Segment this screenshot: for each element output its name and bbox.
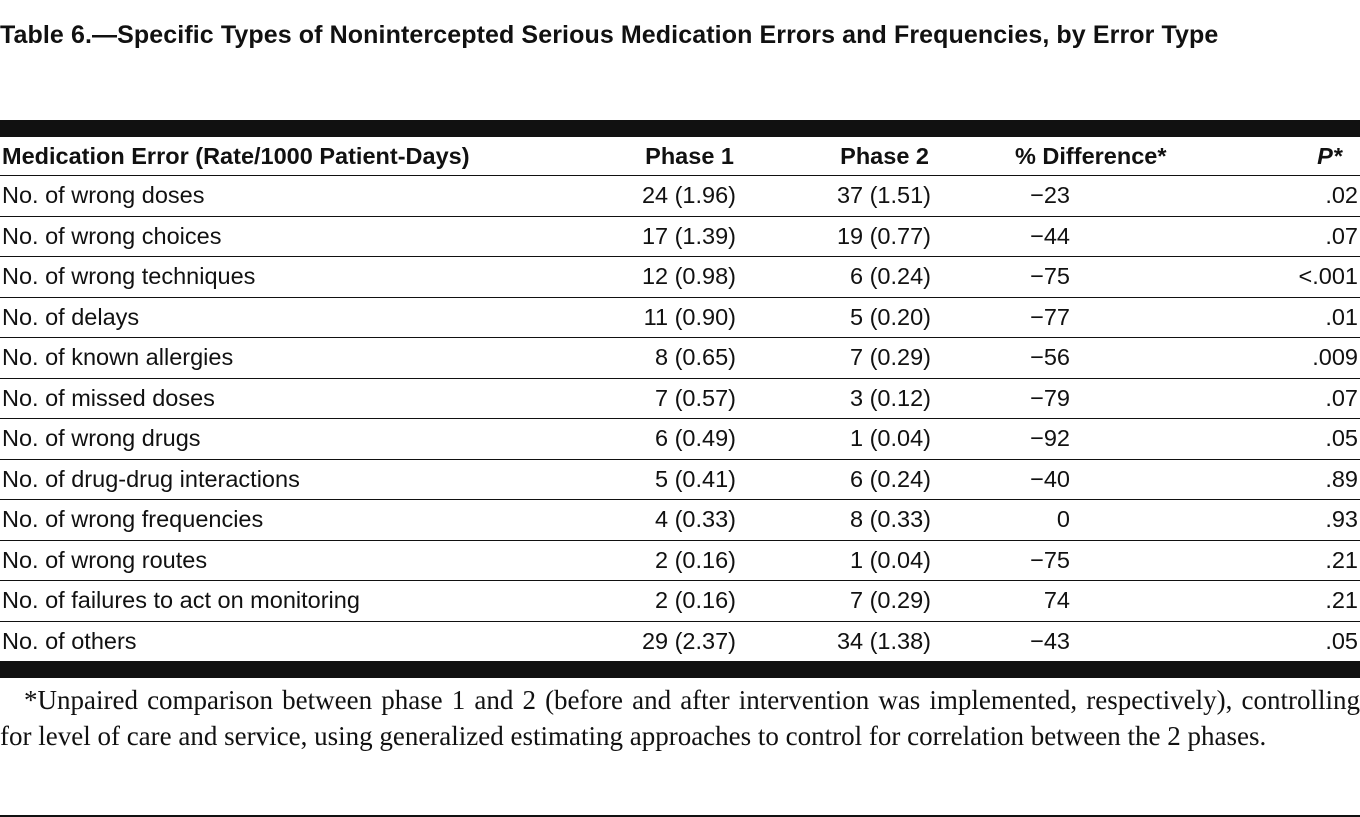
cell-phase-1: 24 (1.96) bbox=[560, 175, 740, 217]
header-medication-error: Medication Error (Rate/1000 Patient-Days… bbox=[0, 137, 560, 176]
cell-phase-1: 17 (1.39) bbox=[560, 216, 740, 257]
cell-phase-1: 11 (0.90) bbox=[560, 297, 740, 338]
cell-medication-error: No. of wrong techniques bbox=[0, 256, 560, 298]
cell-phase-2: 3 (0.12) bbox=[740, 378, 935, 419]
cell-p-value: .21 bbox=[1135, 580, 1360, 622]
cell-phase-2: 37 (1.51) bbox=[740, 175, 935, 217]
cell-percent-difference: −75 bbox=[935, 540, 1135, 581]
cell-medication-error: No. of delays bbox=[0, 297, 560, 338]
table-top-rule bbox=[0, 120, 1360, 137]
table-footnote: *Unpaired comparison between phase 1 and… bbox=[0, 685, 1360, 751]
table-row: No. of drug-drug interactions 5 (0.41) 6 (… bbox=[0, 459, 1360, 500]
cell-p-value: .01 bbox=[1135, 297, 1360, 338]
cell-percent-difference: 0 bbox=[935, 499, 1135, 541]
cell-percent-difference: −92 bbox=[935, 418, 1135, 460]
table-row: No. of wrong routes 2 (0.16) 1 (0.04) −75.2… bbox=[0, 540, 1360, 581]
table-row: No. of known allergies 8 (0.65) 7 (0.29) −5… bbox=[0, 337, 1360, 379]
cell-phase-1: 5 (0.41) bbox=[560, 459, 740, 500]
cell-phase-1: 4 (0.33) bbox=[560, 499, 740, 541]
table-row: No. of failures to act on monitoring 2 (0… bbox=[0, 580, 1360, 622]
cell-medication-error: No. of wrong routes bbox=[0, 540, 560, 581]
page-bottom-rule bbox=[0, 815, 1360, 817]
cell-medication-error: No. of others bbox=[2, 627, 137, 654]
table-row: No. of wrong drugs 6 (0.49) 1 (0.04) −92.05 bbox=[0, 418, 1360, 460]
cell-p-value: .05 bbox=[1325, 627, 1358, 654]
header-p-value: P* bbox=[1135, 137, 1360, 176]
cell-percent-difference: −75 bbox=[935, 256, 1135, 298]
cell-phase-1: 8 (0.65) bbox=[560, 337, 740, 379]
cell-phase-2: 1 (0.04) bbox=[740, 540, 935, 581]
cell-percent-difference: −79 bbox=[935, 378, 1135, 419]
cell-p-value: .07 bbox=[1135, 378, 1360, 419]
header-percent-difference: % Difference* bbox=[935, 137, 1167, 176]
cell-percent-difference: −43 bbox=[1030, 627, 1070, 654]
cell-percent-difference: 74 bbox=[935, 580, 1135, 622]
cell-phase-1: 7 (0.57) bbox=[560, 378, 740, 419]
table-bottom-rule bbox=[0, 661, 1360, 678]
cell-medication-error: No. of drug-drug interactions bbox=[0, 459, 560, 500]
cell-phase-1: 29 (2.37) bbox=[641, 627, 736, 654]
cell-phase-2: 5 (0.20) bbox=[740, 297, 935, 338]
table-row: No. of delays 11 (0.90) 5 (0.20) −77.01 bbox=[0, 297, 1360, 338]
cell-medication-error: No. of wrong frequencies bbox=[0, 499, 560, 541]
table-caption: Table 6.—Specific Types of Nonintercepte… bbox=[0, 21, 1219, 49]
table-row: No. of missed doses 7 (0.57) 3 (0.12) −79.0… bbox=[0, 378, 1360, 419]
cell-medication-error: No. of failures to act on monitoring bbox=[0, 580, 560, 622]
cell-p-value: .93 bbox=[1135, 499, 1360, 541]
cell-medication-error: No. of wrong choices bbox=[0, 216, 560, 257]
cell-phase-2: 1 (0.04) bbox=[740, 418, 935, 460]
header-phase-1: Phase 1 bbox=[560, 137, 740, 176]
table-row: No. of wrong frequencies 4 (0.33) 8 (0.33)… bbox=[0, 499, 1360, 541]
cell-medication-error: No. of wrong doses bbox=[0, 175, 560, 217]
cell-phase-2: 19 (0.77) bbox=[740, 216, 935, 257]
cell-p-value: .05 bbox=[1135, 418, 1360, 460]
cell-phase-1: 6 (0.49) bbox=[560, 418, 740, 460]
cell-percent-difference: −77 bbox=[935, 297, 1135, 338]
table-row: No. of others 29 (2.37) 34 (1.38) −43 .05 bbox=[0, 621, 1360, 661]
cell-phase-2: 7 (0.29) bbox=[740, 337, 935, 379]
cell-phase-2: 6 (0.24) bbox=[740, 256, 935, 298]
cell-p-value: .02 bbox=[1135, 175, 1360, 217]
cell-p-value: .89 bbox=[1135, 459, 1360, 500]
cell-phase-1: 2 (0.16) bbox=[560, 540, 740, 581]
cell-medication-error: No. of missed doses bbox=[0, 378, 560, 419]
cell-medication-error: No. of wrong drugs bbox=[0, 418, 560, 460]
header-p-value-text: P* bbox=[1317, 142, 1342, 169]
data-table-container: Medication Error (Rate/1000 Patient-Days… bbox=[0, 120, 1360, 678]
cell-phase-2: 6 (0.24) bbox=[740, 459, 935, 500]
table-row: No. of wrong techniques 12 (0.98) 6 (0.24)… bbox=[0, 256, 1360, 298]
cell-p-value: .07 bbox=[1135, 216, 1360, 257]
cell-percent-difference: −56 bbox=[935, 337, 1135, 379]
table-row: No. of wrong doses 24 (1.96) 37 (1.51) −23.… bbox=[0, 175, 1360, 217]
table-body: No. of wrong doses 24 (1.96) 37 (1.51) −23.… bbox=[0, 175, 1360, 662]
cell-p-value: .21 bbox=[1135, 540, 1360, 581]
cell-medication-error: No. of known allergies bbox=[0, 337, 560, 379]
cell-percent-difference: −40 bbox=[935, 459, 1135, 500]
header-phase-2: Phase 2 bbox=[740, 137, 935, 176]
cell-percent-difference: −44 bbox=[935, 216, 1135, 257]
cell-phase-1: 2 (0.16) bbox=[560, 580, 740, 622]
table-row: No. of wrong choices 17 (1.39) 19 (0.77) −4… bbox=[0, 216, 1360, 257]
cell-phase-1: 12 (0.98) bbox=[560, 256, 740, 298]
cell-phase-2: 7 (0.29) bbox=[740, 580, 935, 622]
cell-p-value: <.001 bbox=[1135, 256, 1360, 298]
cell-percent-difference: −23 bbox=[935, 175, 1135, 217]
table-header-row: Medication Error (Rate/1000 Patient-Days… bbox=[0, 137, 1360, 176]
cell-p-value: .009 bbox=[1135, 337, 1360, 379]
medication-error-table: Medication Error (Rate/1000 Patient-Days… bbox=[0, 137, 1360, 661]
cell-phase-2: 8 (0.33) bbox=[740, 499, 935, 541]
cell-phase-2: 34 (1.38) bbox=[836, 627, 931, 654]
